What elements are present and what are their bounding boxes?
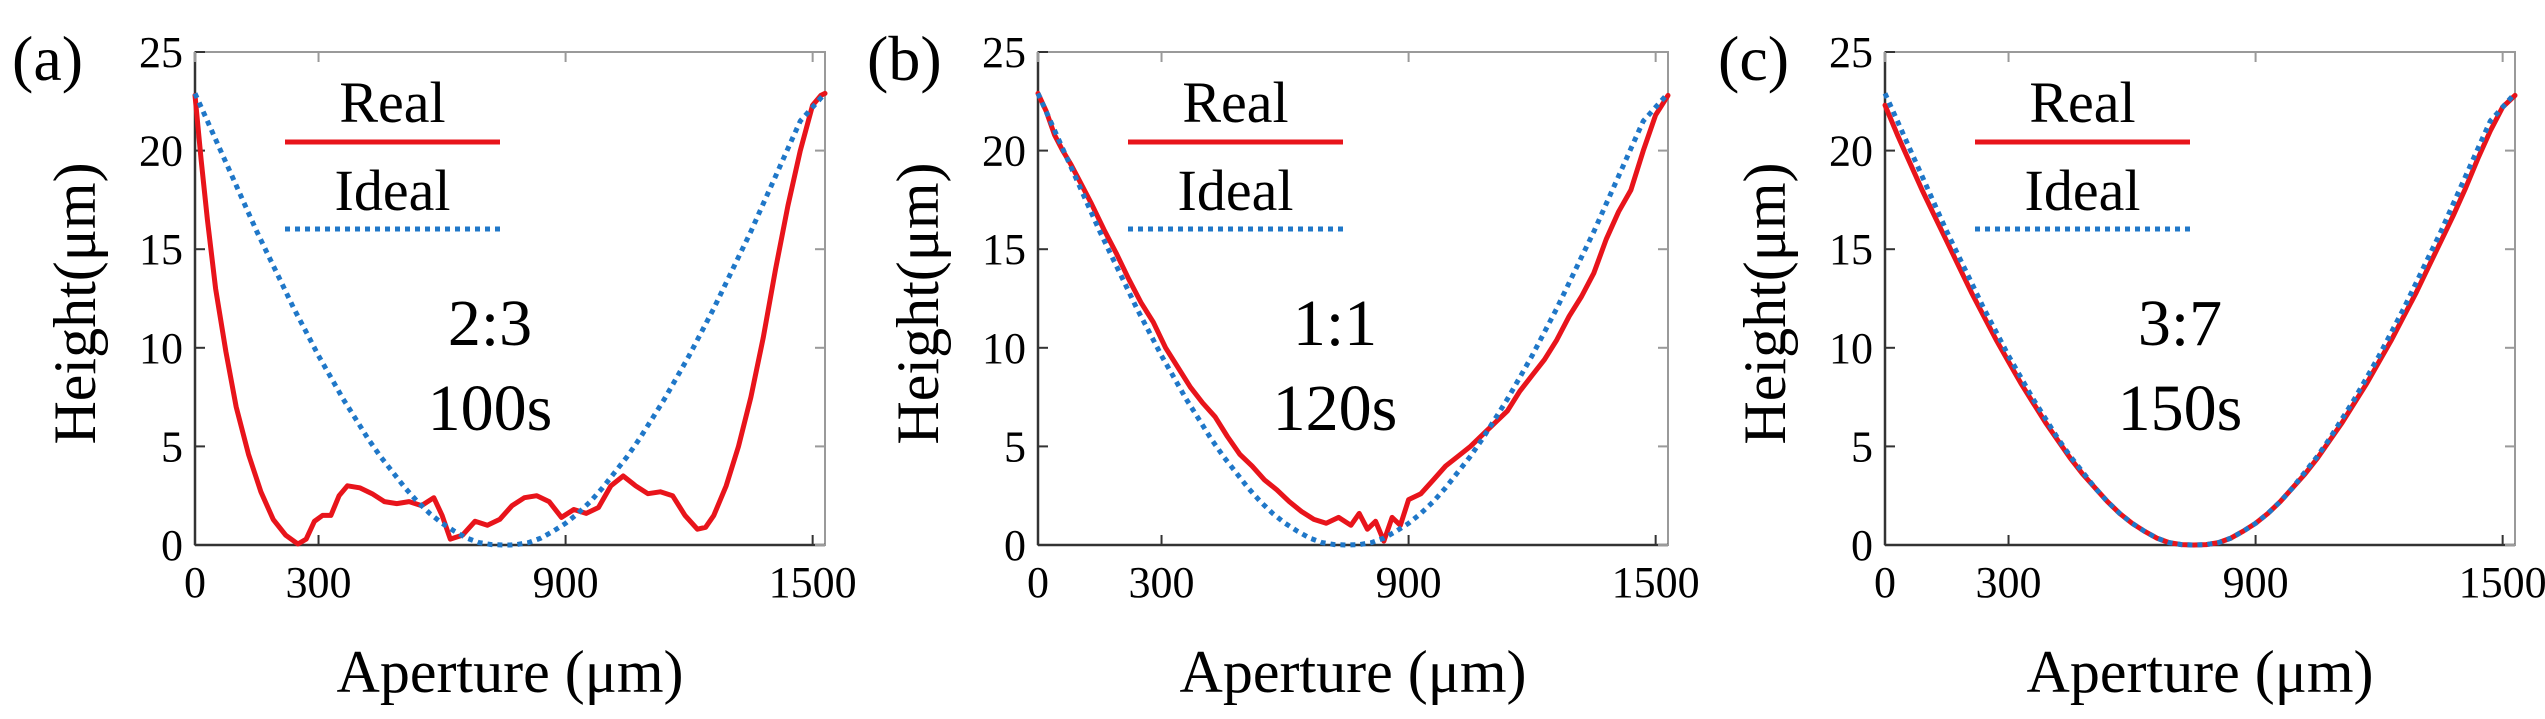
y-axis-label: Height(μm) (885, 162, 951, 444)
annotation-ratio: 2:3 (448, 287, 532, 360)
chart-panel-3: (c) 0 5 10 15 20 25 0 300 900 1500 Aperture (μm) Hei… (1718, 23, 2545, 705)
annotation-ratio: 3:7 (2138, 287, 2222, 360)
y-tick-label: 10 (139, 324, 183, 373)
x-tick-label: 900 (1376, 558, 1442, 607)
y-tick-label: 25 (1829, 28, 1873, 77)
annotation-time: 100s (428, 372, 553, 445)
y-axis-label: Height(μm) (42, 162, 108, 444)
legend-label-ideal: Ideal (2025, 158, 2141, 223)
series-line-real (1035, 90, 1671, 544)
x-axis-label: Aperture (μm) (1179, 639, 1526, 705)
x-tick-label: 0 (1874, 558, 1896, 607)
x-tick-label: 0 (1027, 558, 1049, 607)
y-tick-label: 20 (1829, 127, 1873, 176)
x-tick-label: 1500 (769, 558, 857, 607)
series-line-ideal (1035, 91, 1670, 548)
y-tick-label: 0 (1851, 521, 1873, 570)
y-tick-label: 25 (139, 28, 183, 77)
y-tick-label: 5 (1851, 422, 1873, 471)
y-axis-label: Height(μm) (1732, 162, 1798, 444)
legend-label-real: Real (1182, 70, 1288, 135)
x-tick-label: 1500 (2459, 558, 2545, 607)
x-tick-label: 0 (184, 558, 206, 607)
y-tick-label: 15 (139, 225, 183, 274)
y-tick-label: 0 (1004, 521, 1026, 570)
chart-panel-2: (b) 0 5 10 15 20 25 0 300 900 1500 Aperture (μm) Hei… (867, 23, 1700, 705)
x-tick-label: 300 (1129, 558, 1195, 607)
legend-label-ideal: Ideal (335, 158, 451, 223)
y-tick-label: 10 (1829, 324, 1873, 373)
series-line-real (192, 90, 828, 547)
chart-panel-1: (a) 0 5 10 15 20 25 0 300 900 1500 Aperture (μm) Hei… (12, 23, 857, 705)
y-tick-label: 25 (982, 28, 1026, 77)
y-tick-label: 20 (982, 127, 1026, 176)
x-tick-label: 300 (1976, 558, 2042, 607)
y-tick-label: 20 (139, 127, 183, 176)
x-tick-label: 900 (2223, 558, 2289, 607)
panel-label: (b) (867, 23, 942, 94)
panel-label: (a) (12, 23, 83, 94)
panel-label: (c) (1718, 23, 1789, 94)
annotation-time: 120s (1273, 372, 1398, 445)
x-tick-label: 900 (533, 558, 599, 607)
x-tick-label: 300 (286, 558, 352, 607)
legend-label-ideal: Ideal (1178, 158, 1294, 223)
annotation-time: 150s (2118, 372, 2243, 445)
y-tick-label: 0 (161, 521, 183, 570)
x-axis-label: Aperture (μm) (2026, 639, 2373, 705)
series-line-ideal (192, 91, 827, 548)
y-tick-label: 10 (982, 324, 1026, 373)
legend: Real Ideal (1975, 70, 2190, 232)
series-line-ideal (1882, 91, 2517, 548)
legend-label-real: Real (339, 70, 445, 135)
annotation-ratio: 1:1 (1293, 287, 1377, 360)
y-tick-label: 5 (161, 422, 183, 471)
y-tick-label: 15 (982, 225, 1026, 274)
legend-label-real: Real (2029, 70, 2135, 135)
y-tick-label: 15 (1829, 225, 1873, 274)
x-axis-label: Aperture (μm) (336, 639, 683, 705)
y-tick-label: 5 (1004, 422, 1026, 471)
legend: Real Ideal (1128, 70, 1343, 232)
legend: Real Ideal (285, 70, 500, 232)
x-tick-label: 1500 (1612, 558, 1700, 607)
